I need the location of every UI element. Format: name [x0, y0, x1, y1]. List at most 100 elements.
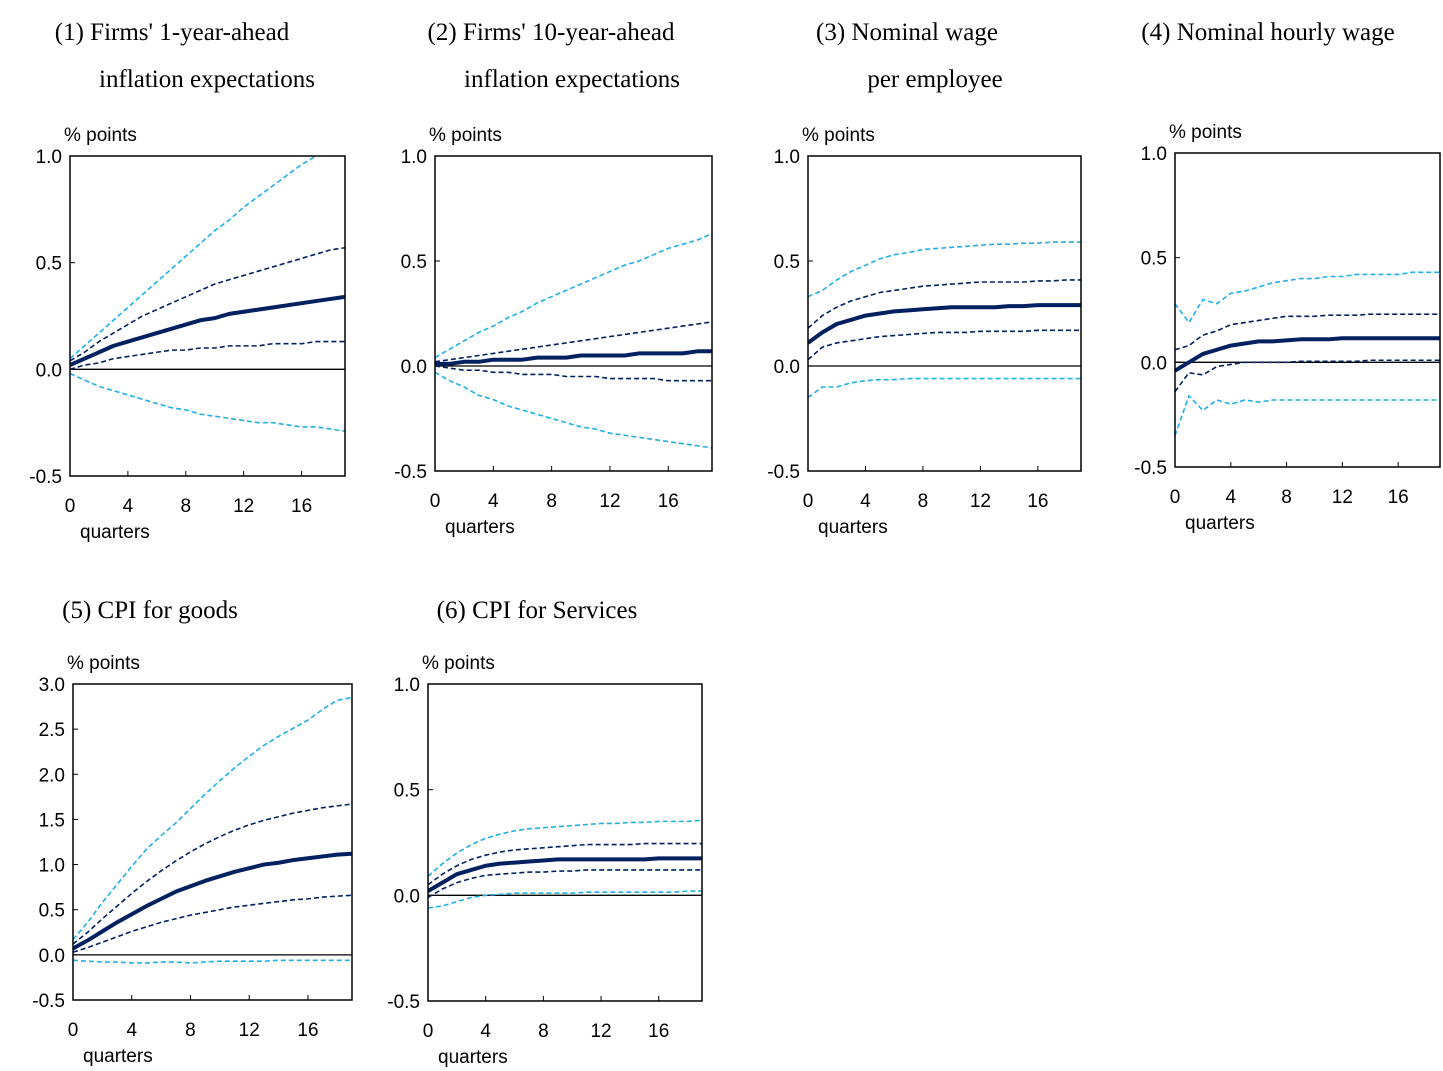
median-line — [428, 856, 702, 893]
y-tick-label: 1.0 — [774, 147, 800, 168]
x-axis-label: quarters — [818, 517, 888, 538]
x-tick-label: 4 — [480, 1021, 491, 1042]
x-tick-label: 0 — [423, 1021, 434, 1042]
y-tick-label: 0.5 — [1141, 249, 1167, 270]
y-tick-label: 0.0 — [1141, 353, 1167, 374]
band-line — [435, 321, 712, 363]
x-tick-label: 8 — [538, 1021, 549, 1042]
x-tick-label: 16 — [1027, 491, 1048, 512]
band-line — [428, 819, 702, 877]
panel-title: (2) Firms' 10-year-ahead — [428, 19, 675, 46]
y-tick-label: 1.0 — [36, 147, 62, 168]
plot-frame — [427, 683, 703, 1002]
y-tick-label: -0.5 — [1134, 458, 1167, 479]
band-line — [428, 890, 702, 909]
y-tick-label: 2.0 — [39, 765, 65, 786]
x-tick-label: 0 — [68, 1020, 79, 1041]
series-group — [1175, 271, 1440, 436]
panel: (4) Nominal hourly wage % points quarters -… — [1134, 19, 1441, 534]
band-line — [73, 959, 352, 964]
y-tick-label: 3.0 — [39, 675, 65, 696]
x-tick-label: 0 — [803, 491, 814, 512]
y-tick-label: 0.5 — [401, 252, 427, 273]
band-line — [1175, 359, 1440, 393]
y-tick-label: 1.0 — [1141, 144, 1167, 165]
y-tick-label: 0.5 — [39, 901, 65, 922]
panel-title: (6) CPI for Services — [437, 597, 638, 624]
plot-frame — [807, 155, 1082, 472]
x-axis-label: quarters — [438, 1047, 508, 1068]
x-tick-label: 16 — [658, 491, 679, 512]
panel-title: (4) Nominal hourly wage — [1141, 19, 1394, 46]
y-tick-label: -0.5 — [394, 462, 427, 483]
y-tick-label: 0.5 — [774, 252, 800, 273]
x-axis-label: quarters — [1185, 513, 1255, 534]
x-tick-label: 12 — [1332, 487, 1353, 508]
x-tick-label: 8 — [546, 491, 557, 512]
panel-title: inflation expectations — [99, 66, 315, 93]
x-tick-label: 8 — [181, 496, 192, 517]
series-group — [428, 819, 702, 909]
band-line — [70, 340, 345, 371]
series-group — [73, 696, 352, 964]
median-line — [1175, 336, 1440, 373]
plot-frame — [434, 155, 713, 472]
median-line — [808, 303, 1081, 345]
band-line — [1175, 271, 1440, 324]
band-line — [70, 246, 345, 362]
x-tick-label: 12 — [970, 491, 991, 512]
band-line — [70, 156, 318, 360]
series-group — [808, 241, 1081, 399]
band-line — [808, 279, 1081, 329]
x-axis-label: quarters — [80, 522, 150, 543]
band-line — [808, 329, 1081, 361]
x-tick-label: 12 — [239, 1020, 260, 1041]
x-tick-label: 4 — [126, 1020, 137, 1041]
y-axis-label: % points — [422, 653, 495, 674]
y-tick-label: 0.5 — [394, 781, 420, 802]
y-tick-label: 1.5 — [39, 810, 65, 831]
y-tick-label: -0.5 — [29, 467, 62, 488]
panel: (3) Nominal wage per employee % points quar… — [767, 19, 1082, 538]
x-tick-label: 8 — [1281, 487, 1292, 508]
x-tick-label: 12 — [599, 491, 620, 512]
x-tick-label: 16 — [291, 496, 312, 517]
x-tick-label: 16 — [648, 1021, 669, 1042]
panel-title: (5) CPI for goods — [62, 597, 238, 624]
y-axis-label: % points — [429, 125, 502, 146]
band-line — [73, 696, 352, 941]
plot-frame — [1174, 152, 1441, 468]
y-axis-label: % points — [802, 125, 875, 146]
y-tick-label: 0.0 — [394, 886, 420, 907]
y-tick-label: -0.5 — [767, 462, 800, 483]
y-tick-label: 1.0 — [401, 147, 427, 168]
x-tick-label: 4 — [488, 491, 499, 512]
y-tick-label: 0.0 — [774, 357, 800, 378]
panel: (1) Firms' 1-year-ahead inflation expecta… — [29, 19, 346, 543]
panel-title: per employee — [867, 66, 1002, 93]
band-line — [808, 241, 1081, 298]
band-line — [435, 232, 712, 359]
panel: (6) CPI for Services % points quarters -0.5… — [387, 597, 703, 1068]
band-line — [435, 365, 712, 382]
band-line — [1175, 395, 1440, 436]
y-tick-label: 0.5 — [36, 254, 62, 275]
band-line — [73, 803, 352, 945]
y-tick-label: -0.5 — [387, 992, 420, 1013]
panel-title: (3) Nominal wage — [816, 19, 998, 46]
x-tick-label: 0 — [430, 491, 441, 512]
panel-title: inflation expectations — [464, 66, 680, 93]
band-line — [73, 894, 352, 953]
x-tick-label: 4 — [123, 496, 134, 517]
band-line — [808, 377, 1081, 399]
x-tick-label: 4 — [1226, 487, 1237, 508]
y-axis-label: % points — [1169, 122, 1242, 143]
x-tick-label: 16 — [297, 1020, 318, 1041]
x-tick-label: 8 — [185, 1020, 196, 1041]
band-line — [1175, 313, 1440, 351]
median-line — [435, 349, 712, 366]
panel: (5) CPI for goods % points quarters -0.5 0.0… — [32, 597, 353, 1067]
plot-frame — [72, 683, 353, 1001]
